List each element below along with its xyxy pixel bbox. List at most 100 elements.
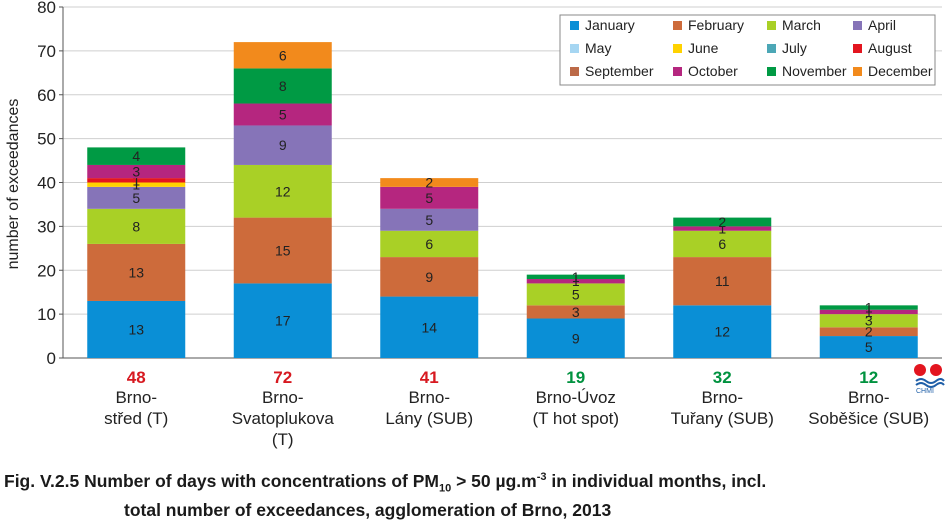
bar-segment bbox=[233, 217, 332, 284]
y-tick-label: 70 bbox=[37, 42, 56, 61]
legend-entry: October bbox=[688, 63, 738, 79]
grid-lines bbox=[63, 6, 942, 359]
bar-segment bbox=[233, 283, 332, 358]
bar-segment bbox=[819, 336, 918, 358]
data-label: 5 bbox=[279, 106, 287, 122]
y-tick-label: 80 bbox=[37, 0, 56, 17]
caption-suffix: in individual months, incl. bbox=[546, 470, 767, 491]
total-label: 72 bbox=[273, 368, 292, 387]
legend: January February March April May June July Augu… bbox=[559, 14, 936, 86]
legend-swatch bbox=[570, 44, 579, 53]
data-label: 2 bbox=[425, 175, 433, 191]
y-tick-label: 50 bbox=[37, 130, 56, 149]
legend-entry: December bbox=[868, 63, 933, 79]
category-label: střed (T) bbox=[104, 409, 168, 428]
bar-segment bbox=[87, 300, 186, 358]
bar-segment bbox=[526, 279, 625, 284]
data-label: 6 bbox=[425, 236, 433, 252]
data-label: 13 bbox=[128, 264, 144, 280]
category-label: (T hot spot) bbox=[532, 409, 619, 428]
data-label: 11 bbox=[715, 273, 730, 289]
total-label: 19 bbox=[566, 368, 585, 387]
bar-segment bbox=[526, 318, 625, 358]
bar-segment bbox=[233, 125, 332, 165]
data-label: 6 bbox=[718, 236, 726, 252]
figure-caption: Fig. V.2.5 Number of days with concentra… bbox=[4, 466, 766, 521]
bar-segment bbox=[87, 186, 186, 209]
data-label: 5 bbox=[425, 212, 433, 228]
caption-mid: > 50 µg.m bbox=[451, 470, 537, 491]
legend-swatch bbox=[570, 67, 579, 76]
data-label: 5 bbox=[132, 190, 140, 206]
data-label: 1 bbox=[865, 304, 873, 320]
caption-prefix: Fig. V.2.5 Number of days with concentra… bbox=[4, 470, 439, 491]
total-label: 12 bbox=[859, 368, 878, 387]
category-label: Lány (SUB) bbox=[385, 409, 473, 428]
data-label: 14 bbox=[421, 319, 437, 335]
data-label: 5 bbox=[572, 286, 580, 302]
bar-segment bbox=[233, 68, 332, 104]
data-label: 2 bbox=[718, 214, 726, 230]
data-label: 1 bbox=[132, 172, 140, 188]
bar-segment bbox=[380, 296, 479, 358]
y-axis: 0 10 20 30 40 50 60 70 80 bbox=[37, 0, 942, 368]
y-tick-label: 60 bbox=[37, 86, 56, 105]
bar-segment bbox=[819, 309, 918, 315]
bar-segment bbox=[526, 305, 625, 319]
bar-segment bbox=[380, 178, 479, 187]
data-label: 1 bbox=[718, 221, 726, 237]
data-label: 8 bbox=[279, 78, 287, 94]
legend-swatch bbox=[853, 44, 862, 53]
bar-segment bbox=[380, 208, 479, 231]
bar-segment bbox=[233, 103, 332, 126]
legend-entry: November bbox=[782, 63, 847, 79]
bar-segment bbox=[819, 314, 918, 328]
legend-entry: April bbox=[868, 17, 896, 33]
category-label: Soběšice (SUB) bbox=[808, 409, 929, 428]
category-label: Tuřany (SUB) bbox=[671, 409, 774, 428]
data-label: 9 bbox=[572, 330, 580, 346]
caption-sub: 10 bbox=[438, 482, 452, 495]
legend-swatch bbox=[673, 21, 682, 30]
bar-segment bbox=[233, 164, 332, 218]
y-tick-label: 10 bbox=[37, 305, 56, 324]
category-label: Brno- bbox=[848, 388, 890, 407]
legend-entry: March bbox=[782, 17, 821, 33]
bar-segment bbox=[819, 327, 918, 337]
bar-segment bbox=[673, 230, 772, 258]
y-tick-label: 40 bbox=[37, 174, 56, 193]
legend-entry: September bbox=[585, 63, 654, 79]
data-label: 9 bbox=[279, 137, 287, 153]
category-label: Svatoplukova bbox=[232, 409, 335, 428]
logo-text: CHMI bbox=[916, 388, 934, 395]
total-label: 48 bbox=[127, 368, 146, 387]
data-label: 5 bbox=[425, 190, 433, 206]
legend-box bbox=[559, 14, 936, 86]
data-label: 13 bbox=[128, 321, 144, 337]
legend-swatch bbox=[853, 21, 862, 30]
legend-entry: August bbox=[868, 40, 912, 56]
data-label: 1 bbox=[572, 269, 580, 285]
bar-segment bbox=[526, 274, 625, 280]
data-label: 4 bbox=[132, 148, 140, 164]
legend-swatch bbox=[570, 21, 579, 30]
category-label: Brno- bbox=[115, 388, 157, 407]
bar-segment bbox=[673, 257, 772, 306]
bar-segment bbox=[673, 305, 772, 358]
data-label: 1 bbox=[865, 300, 873, 316]
legend-swatch bbox=[853, 67, 862, 76]
y-axis-label: number of exceedances bbox=[5, 99, 22, 270]
category-label: Brno- bbox=[262, 388, 304, 407]
total-label: 32 bbox=[713, 368, 732, 387]
bars: 1313851134171512958614965529351112116125… bbox=[87, 42, 918, 358]
data-label: 12 bbox=[714, 324, 730, 340]
bar-segment bbox=[673, 217, 772, 227]
bar-segment bbox=[380, 186, 479, 209]
legend-swatch bbox=[673, 67, 682, 76]
bar-segment bbox=[526, 283, 625, 306]
data-label: 8 bbox=[132, 218, 140, 234]
legend-swatch bbox=[673, 44, 682, 53]
legend-entry: January bbox=[585, 17, 635, 33]
caption-sup: -3 bbox=[536, 471, 547, 483]
data-label: 12 bbox=[275, 183, 291, 199]
